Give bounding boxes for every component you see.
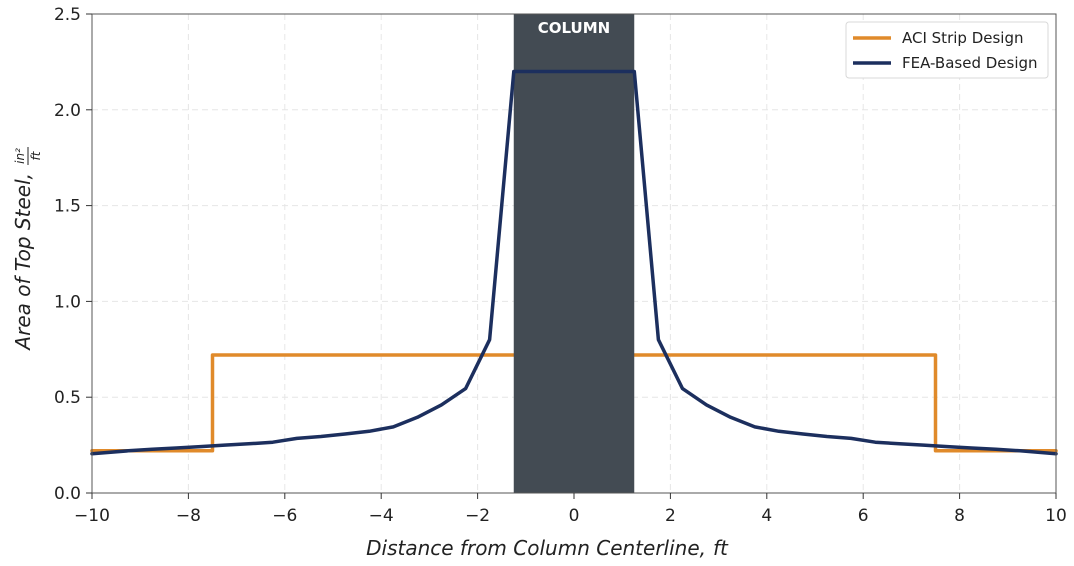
x-axis-label: Distance from Column Centerline, ft	[366, 536, 729, 560]
x-tick-label: 8	[954, 506, 965, 526]
legend: ACI Strip Design FEA-Based Design	[845, 21, 1049, 79]
x-tick-label: −8	[176, 506, 201, 526]
y-axis-unit-denominator: ft	[29, 150, 43, 160]
legend-label: FEA-Based Design	[902, 54, 1038, 72]
y-axis-title: Area of Top Steel,	[11, 173, 35, 352]
y-axis-unit-numerator: in²	[13, 148, 27, 164]
column-band	[513, 14, 635, 493]
x-tick-label: 10	[1045, 506, 1067, 526]
x-tick-label: 0	[569, 506, 580, 526]
y-tick-label: 2.5	[54, 5, 81, 25]
x-tick-label: 4	[761, 506, 772, 526]
y-tick-label: 0.5	[54, 388, 81, 408]
legend-box	[845, 21, 1049, 79]
x-tick-label: −6	[272, 506, 297, 526]
y-tick-label: 1.5	[54, 197, 81, 217]
x-tick-label: 6	[858, 506, 869, 526]
fea-based-line	[90, 69, 1058, 456]
ticks: −10 −8 −6 −4 −2 0 2 4 6 8 10 0.0 0.5 1.0 1.5 2.0 2.5	[54, 5, 1067, 526]
x-tick-label: −10	[74, 506, 110, 526]
x-axis-unit: ft	[713, 536, 729, 560]
legend-label: ACI Strip Design	[902, 29, 1023, 47]
y-tick-label: 0.0	[54, 484, 81, 504]
x-tick-label: 2	[665, 506, 676, 526]
x-tick-label: −4	[369, 506, 394, 526]
y-tick-label: 2.0	[54, 101, 81, 121]
x-tick-label: −2	[465, 506, 490, 526]
y-axis-label: Area of Top Steel, in² ft	[11, 147, 43, 352]
column-label: COLUMN	[538, 19, 610, 37]
y-tick-label: 1.0	[54, 292, 81, 312]
x-axis-title: Distance from Column Centerline,	[366, 536, 706, 560]
